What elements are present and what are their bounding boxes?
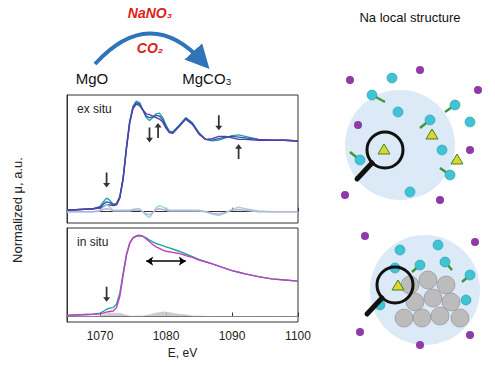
svg-text:in situ: in situ: [77, 235, 108, 249]
svg-text:Normalized μ, a.u.: Normalized μ, a.u.: [10, 157, 25, 263]
svg-text:NaNO₃: NaNO₃: [128, 5, 172, 21]
svg-text:E, eV: E, eV: [168, 346, 197, 360]
svg-text:1070: 1070: [87, 329, 114, 343]
svg-text:MgO: MgO: [76, 70, 109, 87]
svg-text:Na local structure: Na local structure: [359, 10, 460, 25]
svg-text:CO₂: CO₂: [137, 40, 163, 56]
svg-text:ex situ: ex situ: [77, 102, 112, 116]
svg-text:1080: 1080: [153, 329, 180, 343]
svg-text:MgCO₃: MgCO₃: [182, 70, 231, 87]
svg-text:1100: 1100: [285, 329, 311, 343]
svg-text:1090: 1090: [219, 329, 246, 343]
